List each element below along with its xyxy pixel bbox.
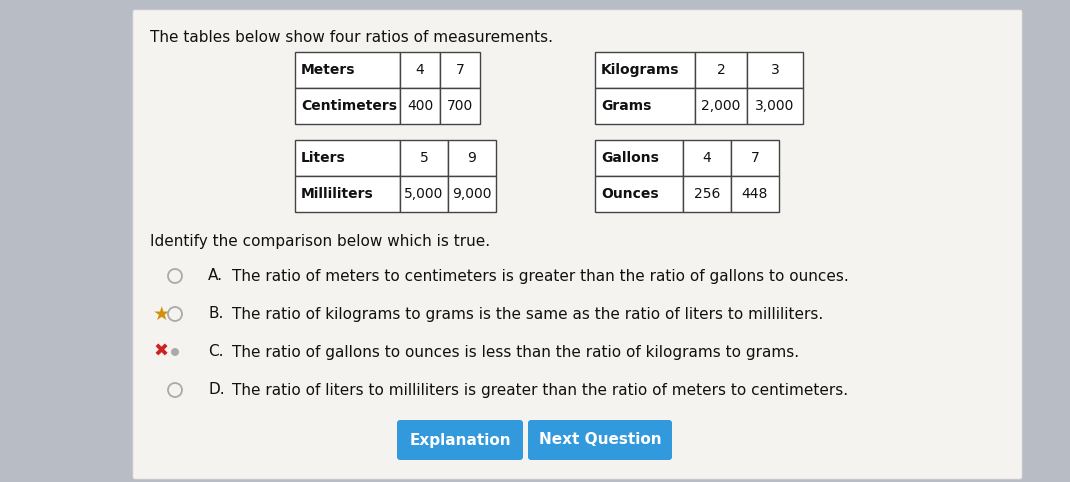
Text: The ratio of kilograms to grams is the same as the ratio of liters to milliliter: The ratio of kilograms to grams is the s…: [232, 307, 823, 321]
Text: D.: D.: [208, 383, 225, 398]
Bar: [440, 88, 480, 124]
Bar: [747, 52, 802, 88]
Text: 4: 4: [703, 151, 712, 165]
Bar: [448, 176, 496, 212]
Text: Liters: Liters: [301, 151, 346, 165]
Text: 700: 700: [447, 99, 473, 113]
Bar: [595, 176, 683, 212]
Bar: [400, 140, 448, 176]
Bar: [696, 52, 747, 88]
Bar: [696, 88, 747, 124]
Text: 3,000: 3,000: [755, 99, 795, 113]
FancyBboxPatch shape: [133, 10, 1022, 479]
Bar: [295, 176, 400, 212]
Bar: [400, 88, 440, 124]
Text: 7: 7: [751, 151, 760, 165]
Text: A.: A.: [208, 268, 223, 283]
Text: 256: 256: [693, 187, 720, 201]
Bar: [731, 140, 779, 176]
Text: ✖: ✖: [153, 343, 169, 361]
Bar: [440, 52, 480, 88]
Bar: [400, 176, 448, 212]
Bar: [683, 176, 731, 212]
Bar: [683, 140, 731, 176]
Bar: [747, 88, 802, 124]
Text: 5,000: 5,000: [404, 187, 444, 201]
Bar: [595, 52, 696, 88]
Text: Gallons: Gallons: [601, 151, 659, 165]
Bar: [400, 52, 440, 88]
Text: Centimeters: Centimeters: [301, 99, 397, 113]
Text: 5: 5: [419, 151, 428, 165]
Text: C.: C.: [208, 345, 224, 360]
Bar: [295, 88, 400, 124]
Bar: [595, 88, 696, 124]
Text: Grams: Grams: [601, 99, 652, 113]
Text: 3: 3: [770, 63, 779, 77]
Text: Identify the comparison below which is true.: Identify the comparison below which is t…: [150, 234, 490, 249]
Text: 400: 400: [407, 99, 433, 113]
Text: Next Question: Next Question: [538, 432, 661, 447]
Text: 2: 2: [717, 63, 725, 77]
Text: Milliliters: Milliliters: [301, 187, 373, 201]
Circle shape: [171, 348, 179, 356]
Bar: [448, 140, 496, 176]
Text: The ratio of gallons to ounces is less than the ratio of kilograms to grams.: The ratio of gallons to ounces is less t…: [232, 345, 799, 360]
Text: 7: 7: [456, 63, 464, 77]
Text: The tables below show four ratios of measurements.: The tables below show four ratios of mea…: [150, 30, 553, 45]
Text: Ounces: Ounces: [601, 187, 659, 201]
FancyBboxPatch shape: [397, 420, 523, 460]
FancyBboxPatch shape: [528, 420, 672, 460]
Bar: [731, 176, 779, 212]
Text: Kilograms: Kilograms: [601, 63, 679, 77]
Bar: [295, 52, 400, 88]
Text: 9,000: 9,000: [453, 187, 492, 201]
Text: Explanation: Explanation: [409, 432, 510, 447]
Bar: [595, 140, 683, 176]
Text: 4: 4: [415, 63, 425, 77]
Text: The ratio of liters to milliliters is greater than the ratio of meters to centim: The ratio of liters to milliliters is gr…: [232, 383, 849, 398]
Text: B.: B.: [208, 307, 224, 321]
Text: 2,000: 2,000: [701, 99, 740, 113]
Text: 448: 448: [742, 187, 768, 201]
Bar: [295, 140, 400, 176]
Text: ★: ★: [152, 305, 170, 323]
Text: Meters: Meters: [301, 63, 355, 77]
Text: 9: 9: [468, 151, 476, 165]
Text: The ratio of meters to centimeters is greater than the ratio of gallons to ounce: The ratio of meters to centimeters is gr…: [232, 268, 849, 283]
